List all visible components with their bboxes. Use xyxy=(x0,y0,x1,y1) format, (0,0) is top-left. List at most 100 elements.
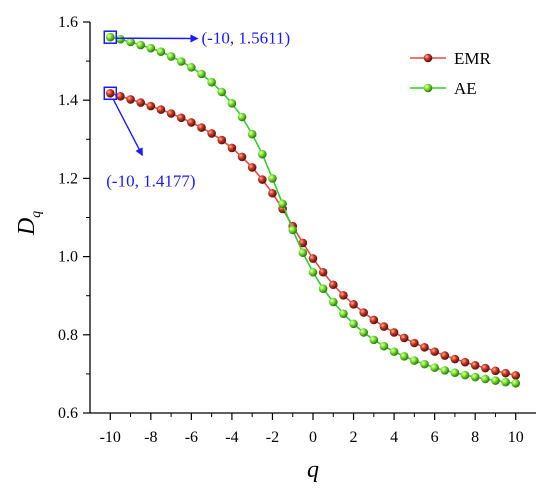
y-tick-label: 1.0 xyxy=(58,249,78,266)
data-point-emr xyxy=(440,351,450,360)
data-point-ae xyxy=(308,267,318,277)
legend-marker xyxy=(423,83,433,93)
data-point-ae xyxy=(410,356,419,365)
series-ae xyxy=(105,32,521,388)
annotation-1: (-10, 1.5611) xyxy=(103,29,291,48)
data-point-emr xyxy=(511,371,521,380)
annotation-label: (-10, 1.5611) xyxy=(202,29,291,48)
y-axis-title: Dq xyxy=(14,211,44,236)
annotation-label: (-10, 1.4177) xyxy=(106,171,195,190)
data-point-ae xyxy=(278,199,287,209)
data-point-emr xyxy=(328,280,338,290)
data-point-ae xyxy=(288,225,298,235)
y-axis-title-subscript: q xyxy=(29,211,44,218)
data-point-emr xyxy=(298,238,308,248)
annotation-2: (-10, 1.4177) xyxy=(103,86,196,190)
data-point-ae xyxy=(511,378,521,388)
annotation-highlight-box xyxy=(103,30,118,44)
series-emr xyxy=(105,88,521,380)
data-point-emr xyxy=(136,98,145,107)
data-point-emr xyxy=(268,188,277,198)
data-point-emr xyxy=(116,91,125,101)
data-point-ae xyxy=(420,359,429,369)
data-point-ae xyxy=(166,52,176,61)
data-point-emr xyxy=(359,308,368,317)
data-point-ae xyxy=(268,174,277,183)
data-point-emr xyxy=(470,360,480,370)
data-point-ae xyxy=(491,376,500,385)
data-point-ae xyxy=(430,363,439,372)
data-point-emr xyxy=(318,267,328,277)
legend: EMR AE xyxy=(410,49,492,98)
data-point-emr xyxy=(227,143,237,153)
data-point-ae xyxy=(339,309,348,318)
data-point-ae xyxy=(227,99,237,108)
svg-text:Dq: Dq xyxy=(14,211,44,236)
legend-label: AE xyxy=(454,79,477,98)
data-point-emr xyxy=(207,129,216,138)
data-point-emr xyxy=(126,95,135,104)
x-tick-label: 0 xyxy=(309,429,317,446)
data-point-emr xyxy=(349,300,358,309)
data-point-emr xyxy=(450,354,460,364)
data-point-emr xyxy=(399,333,409,343)
legend-marker xyxy=(423,53,433,63)
data-point-emr xyxy=(308,254,318,263)
y-axis-title-main: D xyxy=(14,218,40,236)
x-tick-label: 4 xyxy=(390,429,398,446)
data-point-emr xyxy=(339,291,348,300)
data-point-emr xyxy=(491,366,500,376)
x-tick-label: -10 xyxy=(100,429,121,446)
data-point-ae xyxy=(207,77,216,87)
x-tick-label: -6 xyxy=(185,429,198,446)
data-point-ae xyxy=(379,341,389,351)
data-point-emr xyxy=(176,113,186,123)
data-point-emr xyxy=(105,88,115,98)
data-point-ae xyxy=(126,37,135,47)
data-point-ae xyxy=(501,377,510,387)
y-tick-label: 0.6 xyxy=(58,405,78,422)
y-tick-label: 1.6 xyxy=(58,14,78,31)
x-tick-label: -2 xyxy=(266,429,279,446)
data-point-ae xyxy=(247,129,257,139)
annotation-highlight-box xyxy=(103,86,118,101)
data-point-ae xyxy=(217,87,227,97)
data-point-ae xyxy=(359,328,368,337)
data-point-emr xyxy=(481,363,490,373)
data-point-ae xyxy=(440,366,450,375)
axes: -10 -8 -6 -4 -2 0 2 4 6 8 10 0.6 0.8 1.0 1.2 1.4 1.6 xyxy=(58,14,536,446)
data-point-ae xyxy=(176,57,186,66)
data-point-ae xyxy=(470,372,480,382)
annotation-arrow xyxy=(112,98,143,157)
data-point-emr xyxy=(369,315,379,325)
y-tick-label: 1.4 xyxy=(58,92,78,109)
y-tick-label: 0.8 xyxy=(58,327,78,344)
data-point-emr xyxy=(237,152,247,162)
x-tick-label: 8 xyxy=(471,429,479,446)
x-tick-label: 10 xyxy=(508,429,524,446)
legend-label: EMR xyxy=(454,49,492,68)
data-point-ae xyxy=(197,69,206,79)
data-point-emr xyxy=(389,328,399,337)
data-point-ae xyxy=(146,43,156,53)
x-tick-label: -8 xyxy=(144,429,157,446)
data-point-ae xyxy=(258,149,267,159)
x-tick-label: 2 xyxy=(350,429,358,446)
data-point-ae xyxy=(389,347,399,356)
data-point-emr xyxy=(258,175,267,184)
legend-item-emr: EMR xyxy=(410,49,492,68)
series-layer xyxy=(105,32,521,388)
data-point-emr xyxy=(430,347,439,356)
data-point-emr xyxy=(247,163,257,172)
data-point-emr xyxy=(156,105,166,114)
data-point-emr xyxy=(217,135,227,145)
y-tick-label: 1.2 xyxy=(58,170,78,187)
data-point-ae xyxy=(298,248,308,257)
data-point-emr xyxy=(501,368,510,378)
data-point-ae xyxy=(156,47,166,57)
data-point-ae xyxy=(237,112,247,122)
data-point-ae xyxy=(481,374,490,384)
legend-item-ae: AE xyxy=(410,79,477,98)
data-point-ae xyxy=(399,352,409,361)
